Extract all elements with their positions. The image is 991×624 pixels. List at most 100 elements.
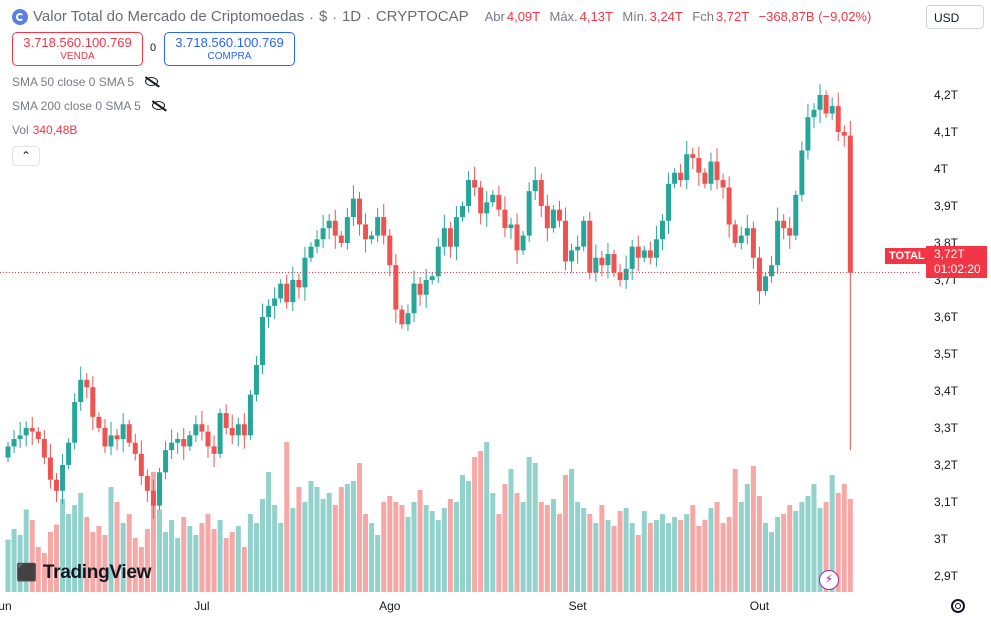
- volume-bar: [617, 511, 623, 592]
- volume-legend[interactable]: Vol 340,48B: [12, 123, 77, 137]
- candle-body: [775, 220, 781, 266]
- high-value: 4,13T: [579, 9, 613, 24]
- candle-body: [132, 442, 138, 454]
- candle-body: [744, 228, 750, 236]
- last-price-value: 3,72T: [934, 247, 965, 261]
- volume-bar: [744, 484, 750, 592]
- price-axis[interactable]: 4,2T4,1T4T3,9T3,8T3,7T3,6T3,5T3,4T3,3T3,…: [934, 88, 959, 583]
- interval-label[interactable]: 1D: [341, 8, 362, 25]
- candle-body: [235, 424, 241, 436]
- volume-bar: [229, 532, 235, 592]
- candle-body: [666, 183, 672, 221]
- candle: [84, 373, 90, 399]
- volume-bar: [556, 514, 562, 592]
- volume-bar: [399, 505, 405, 592]
- eye-hidden-icon[interactable]: [151, 100, 167, 112]
- volume-bar: [799, 502, 805, 592]
- low-label: Mín.: [622, 9, 648, 24]
- candle-body: [435, 246, 441, 277]
- buy-button[interactable]: 3.718.560.100.769 COMPRA: [164, 32, 295, 66]
- candle-body: [169, 442, 175, 451]
- volume-bar: [84, 517, 90, 592]
- sell-price: 3.718.560.100.769: [23, 35, 132, 50]
- tradingview-mark-icon: ⬛: [16, 563, 37, 582]
- volume-bar: [817, 508, 823, 592]
- collapse-legend-button[interactable]: ⌃: [12, 146, 40, 166]
- volume-bar: [781, 514, 787, 592]
- volume-bar: [53, 524, 59, 592]
- candle-body: [41, 439, 47, 458]
- lightning-icon[interactable]: ⚡: [819, 570, 839, 590]
- candle: [532, 166, 538, 201]
- volume-bar: [199, 523, 205, 592]
- time-tick-label: Jun: [0, 599, 12, 613]
- exchange-label: CRYPTOCAP: [375, 8, 469, 25]
- candle-body: [272, 298, 278, 306]
- volume-bar: [278, 523, 284, 592]
- price-tick-label: 3,3T: [934, 421, 959, 435]
- volume-bar: [472, 457, 478, 592]
- candle: [732, 220, 738, 248]
- settings-gear-icon[interactable]: [951, 599, 965, 613]
- candle-body: [617, 272, 623, 280]
- indicator-sma200[interactable]: SMA 200 close 0 SMA 5: [12, 99, 167, 113]
- volume-bar: [126, 514, 132, 592]
- candle: [569, 243, 575, 273]
- candle-body: [756, 257, 762, 292]
- candle: [659, 214, 665, 251]
- sell-label: VENDA: [60, 51, 95, 62]
- candle-body: [187, 435, 193, 447]
- volume-bar: [369, 523, 375, 592]
- candle-body: [769, 265, 775, 277]
- candle-body: [72, 402, 78, 443]
- eye-hidden-icon[interactable]: [144, 76, 160, 88]
- candle: [5, 441, 11, 462]
- candle-body: [393, 265, 399, 310]
- candle: [647, 241, 653, 265]
- volume-bar: [144, 529, 150, 592]
- candle: [466, 171, 472, 213]
- currency-select[interactable]: USD: [926, 5, 984, 29]
- candle: [635, 235, 641, 272]
- volume-bar: [641, 511, 647, 592]
- candle: [223, 404, 229, 435]
- volume-bar: [460, 475, 465, 592]
- candle-body: [496, 194, 502, 210]
- candle-body: [563, 220, 569, 262]
- volume-bar: [35, 547, 41, 592]
- candle: [544, 194, 550, 242]
- candle: [478, 180, 484, 225]
- candle: [163, 441, 169, 479]
- candle: [550, 205, 556, 233]
- candle: [605, 242, 611, 279]
- candle-body: [369, 235, 375, 240]
- volume-bar: [41, 553, 47, 592]
- candle-body: [520, 235, 526, 251]
- candle: [417, 276, 423, 306]
- candle: [623, 255, 629, 289]
- symbol-title[interactable]: Valor Total do Mercado de Criptomoedas: [33, 8, 305, 25]
- volume-bar: [508, 469, 514, 592]
- candle-body: [229, 427, 235, 436]
- time-axis[interactable]: Jun Jul Ago Set Out: [0, 599, 770, 613]
- tradingview-logo[interactable]: ⬛ TradingView: [16, 562, 151, 584]
- volume-bar: [847, 499, 853, 592]
- volume-bar: [253, 523, 259, 592]
- candle-body: [720, 180, 726, 188]
- volume-bar: [526, 457, 532, 592]
- candle-body: [157, 472, 162, 506]
- spread-value: 0: [150, 42, 157, 54]
- close-label: Fch: [692, 9, 714, 24]
- volume-bar: [157, 509, 162, 592]
- volume-bar: [235, 526, 241, 592]
- volume-bar: [356, 463, 362, 592]
- candle: [793, 190, 799, 241]
- indicator-sma50[interactable]: SMA 50 close 0 SMA 5: [12, 75, 160, 89]
- sell-button[interactable]: 3.718.560.100.769 VENDA: [12, 32, 143, 66]
- volume-bar: [102, 535, 108, 592]
- candle: [108, 422, 114, 456]
- candle: [696, 146, 702, 186]
- candle: [714, 148, 720, 189]
- volume-bar: [696, 526, 702, 592]
